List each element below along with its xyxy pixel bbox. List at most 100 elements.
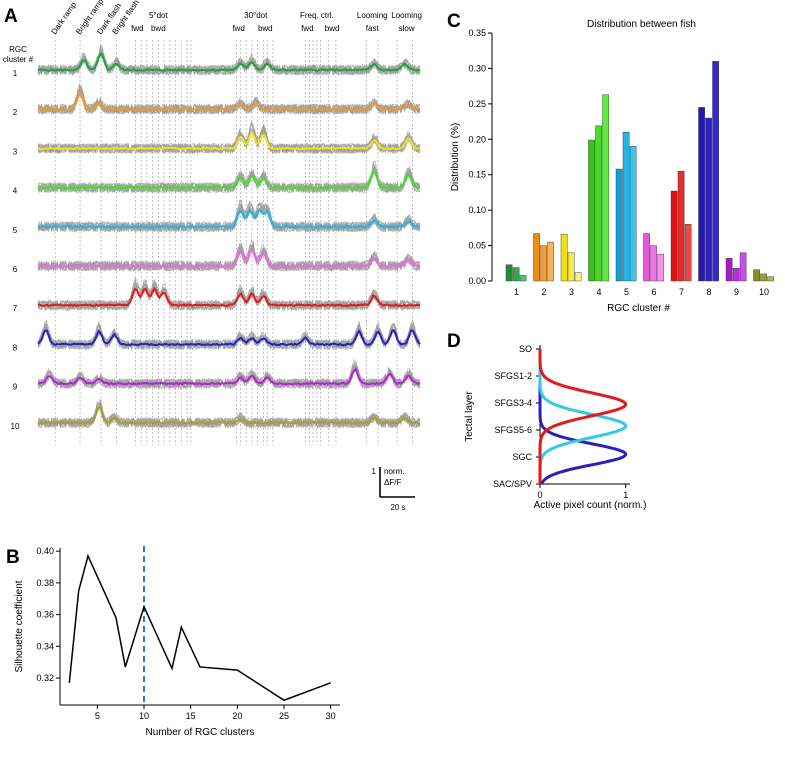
stimulus-label: Looming <box>357 11 388 20</box>
distribution-bar <box>767 276 774 282</box>
stimulus-label: bwd <box>325 24 340 33</box>
cluster-number: 2 <box>13 108 18 117</box>
trial-trace <box>37 51 421 76</box>
layer-label: SFGS3-4 <box>494 398 532 408</box>
distribution-bar <box>629 146 637 282</box>
cluster-mean-trace <box>37 367 421 386</box>
distribution-bar <box>650 245 657 282</box>
distribution-bar <box>732 268 740 282</box>
layer-label: SGC <box>512 452 532 462</box>
trial-trace <box>37 85 421 115</box>
x-tick-label: 6 <box>651 287 656 297</box>
panel-c-distribution-chart: Distribution between fish 0.00 0.05 0.10 0.1… <box>450 19 774 314</box>
y-tick-label: 0.40 <box>36 546 54 556</box>
x-axis-label: Number of RGC clusters <box>146 727 255 738</box>
scalebar-y-value: 1 <box>372 467 377 476</box>
y-tick-label: 0.20 <box>468 134 486 144</box>
stimulus-label: fwd <box>131 24 143 33</box>
distribution-bar <box>547 241 554 282</box>
scalebar-y-label: norm. <box>384 467 404 476</box>
stimulus-label: fast <box>366 24 380 33</box>
distribution-bar <box>677 170 685 282</box>
y-axis-label: Tectal layer <box>464 391 475 442</box>
layer-profile-line <box>538 349 628 484</box>
trial-trace <box>37 243 421 272</box>
x-tick-label: 5 <box>624 287 629 297</box>
x-tick-label: 4 <box>596 287 601 297</box>
x-tick-label: 8 <box>706 287 711 297</box>
x-axis-label: RGC cluster # <box>607 303 670 314</box>
stimulus-label: bwd <box>151 24 166 33</box>
layer-label: SAC/SPV <box>493 479 532 489</box>
distribution-bar <box>725 258 733 282</box>
y-tick-label: 0.25 <box>468 99 486 109</box>
distribution-bar <box>760 273 767 282</box>
distribution-bar <box>657 253 664 282</box>
y-tick-label: 0.35 <box>468 28 486 38</box>
cluster-mean-trace <box>37 170 421 190</box>
stimulus-label: Looming <box>391 11 422 20</box>
x-tick-label: 3 <box>569 287 574 297</box>
stimulus-label: slow <box>399 24 415 33</box>
x-tick-label: 1 <box>623 490 628 500</box>
distribution-bar <box>643 233 650 282</box>
distribution-bar <box>574 272 582 282</box>
panel-label-c: C <box>447 11 461 32</box>
x-tick-label: 25 <box>279 711 289 721</box>
cluster-number: 4 <box>13 187 18 196</box>
y-axis-label: Distribution (%) <box>450 123 461 191</box>
trial-trace <box>38 88 421 116</box>
x-tick-label: 10 <box>759 287 769 297</box>
y-tick-label: 0.34 <box>36 641 54 651</box>
x-tick-label: 2 <box>541 287 546 297</box>
distribution-bar <box>739 252 747 282</box>
layer-label: SFGS1-2 <box>494 371 532 381</box>
distribution-bar <box>622 131 630 282</box>
trial-trace <box>37 321 421 351</box>
cluster-number: 5 <box>13 226 18 235</box>
stimulus-label: Freq. ctrl. <box>300 11 334 20</box>
panel-label-b: B <box>6 547 20 568</box>
y-axis-label: Silhouette coefficient <box>14 580 25 672</box>
y-tick-label: 0.36 <box>36 610 54 620</box>
trial-trace <box>37 169 421 194</box>
x-tick-label: 0 <box>537 490 542 500</box>
distribution-bar <box>588 139 595 282</box>
distribution-bar <box>595 125 602 282</box>
cluster-number: 1 <box>13 69 18 78</box>
distribution-bar <box>567 252 575 282</box>
panel-label-a: A <box>4 6 18 27</box>
x-tick-label: 1 <box>514 287 519 297</box>
distribution-bar <box>670 190 678 282</box>
x-tick-label: 9 <box>734 287 739 297</box>
distribution-bar <box>615 168 623 282</box>
stimulus-label: 30°dot <box>244 11 268 20</box>
distribution-bar <box>753 269 760 282</box>
cluster-mean-trace <box>37 406 421 425</box>
panel-d-tectal-layer-chart: SO SFGS1-2 SFGS3-4 SFGS5-6 SGC SAC/SPV 0 1Activ… <box>464 344 646 511</box>
y-tick-label: 0.15 <box>468 170 486 180</box>
y-tick-label: 0.10 <box>468 205 486 215</box>
x-tick-label: 5 <box>95 711 100 721</box>
distribution-bar <box>684 224 692 282</box>
distribution-bar <box>698 107 705 282</box>
x-tick-label: 30 <box>326 711 336 721</box>
chart-title: Distribution between fish <box>587 19 696 30</box>
silhouette-line <box>68 553 331 702</box>
distribution-bar <box>533 233 540 282</box>
x-tick-label: 15 <box>186 711 196 721</box>
distribution-bar <box>560 234 568 282</box>
trial-trace <box>37 91 421 115</box>
stimulus-label: 5°dot <box>149 11 169 20</box>
x-tick-label: 7 <box>679 287 684 297</box>
y-tick-label: 0.00 <box>468 276 486 286</box>
y-tick-label: 0.30 <box>468 63 486 73</box>
y-tick-label: 0.32 <box>36 673 54 683</box>
scalebar-x-label: 20 s <box>390 503 405 512</box>
stimulus-label: bwd <box>258 24 273 33</box>
cluster-number: 7 <box>13 304 18 313</box>
cluster-mean-trace <box>37 208 421 229</box>
distribution-bar <box>712 61 719 282</box>
